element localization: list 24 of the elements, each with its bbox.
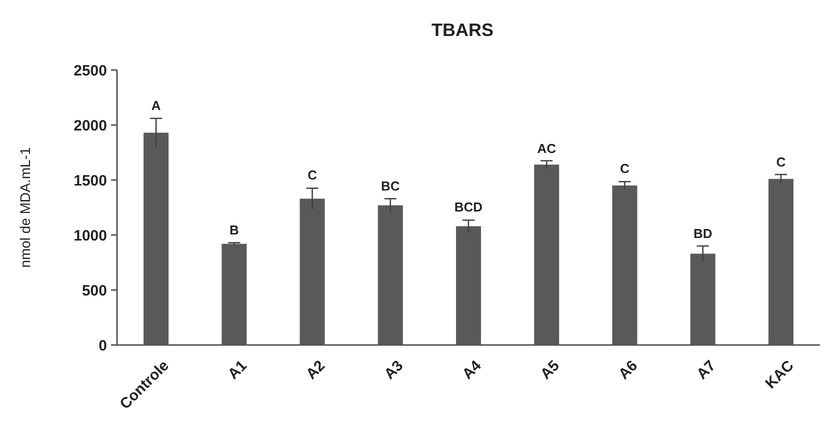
y-tick-label: 1000 bbox=[74, 227, 107, 244]
chart-title: TBARS bbox=[432, 20, 494, 40]
y-tick-label: 1500 bbox=[74, 172, 107, 190]
x-tick-label: A7 bbox=[694, 357, 720, 383]
annotation: BC bbox=[381, 178, 400, 194]
x-tick-label: A5 bbox=[537, 357, 563, 383]
y-tick-label: 500 bbox=[82, 282, 107, 300]
annotation: AC bbox=[537, 140, 557, 156]
annotation: C bbox=[308, 168, 318, 183]
x-tick-label: A2 bbox=[302, 357, 329, 383]
annotation: B bbox=[229, 222, 239, 238]
x-tick-label: A6 bbox=[615, 357, 641, 383]
annotation: A bbox=[151, 98, 162, 113]
x-tick-label: A4 bbox=[459, 356, 486, 383]
annotation: BCD bbox=[454, 200, 483, 215]
annotation: C bbox=[776, 154, 786, 170]
annotation: C bbox=[620, 161, 630, 176]
y-axis-title: nmol de MDA.mL-1 bbox=[17, 146, 33, 268]
y-tick-label: 0 bbox=[98, 337, 107, 354]
y-tick-label: 2500 bbox=[74, 62, 107, 80]
annotation: BD bbox=[693, 226, 712, 241]
x-tick-label: A1 bbox=[224, 357, 250, 383]
y-tick-label: 2000 bbox=[74, 117, 107, 134]
x-tick-label: A3 bbox=[381, 357, 407, 383]
